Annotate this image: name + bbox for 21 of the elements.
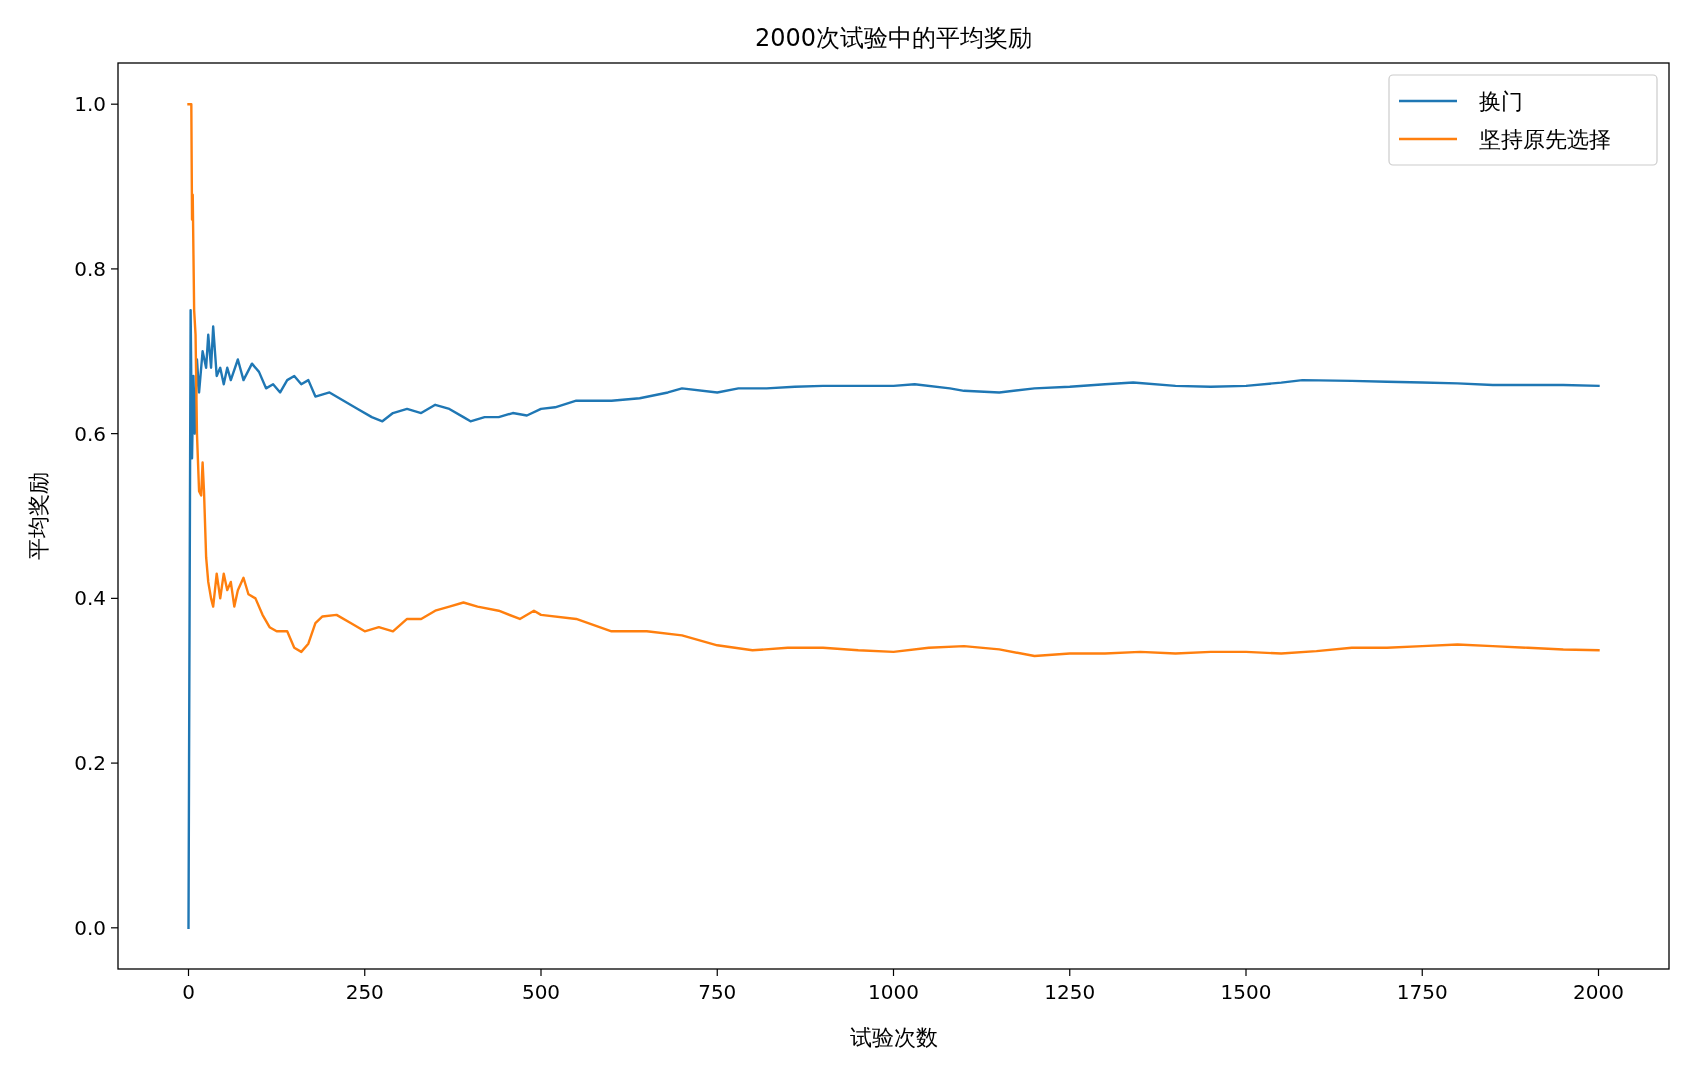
x-axis-title: 试验次数 bbox=[849, 1025, 938, 1050]
y-tick-label: 1.0 bbox=[74, 92, 106, 117]
x-tick-label: 1500 bbox=[1220, 980, 1272, 1004]
x-tick-label: 500 bbox=[521, 980, 561, 1004]
chart-title: 2000次试验中的平均奖励 bbox=[754, 24, 1033, 52]
line-series bbox=[187, 308, 1600, 930]
y-tick-label: 0.4 bbox=[74, 586, 106, 611]
x-tick-label: 1750 bbox=[1396, 980, 1448, 1004]
legend-label: 换门 bbox=[1479, 89, 1523, 114]
y-axis-title: 平均奖励 bbox=[26, 472, 51, 560]
y-tick-label: 0.2 bbox=[74, 751, 106, 776]
x-tick-label: 0 bbox=[182, 980, 195, 1004]
x-tick-label: 2000 bbox=[1573, 980, 1624, 1004]
legend-label: 坚持原先选择 bbox=[1479, 127, 1611, 152]
y-tick-label: 0.0 bbox=[74, 915, 106, 940]
y-tick-label: 0.6 bbox=[74, 421, 106, 446]
x-tick-label: 1250 bbox=[1044, 980, 1096, 1004]
x-tick-label: 1000 bbox=[868, 980, 919, 1004]
x-tick-label: 250 bbox=[345, 980, 384, 1004]
y-tick-label: 0.8 bbox=[74, 256, 106, 281]
x-tick-label: 750 bbox=[698, 980, 737, 1004]
